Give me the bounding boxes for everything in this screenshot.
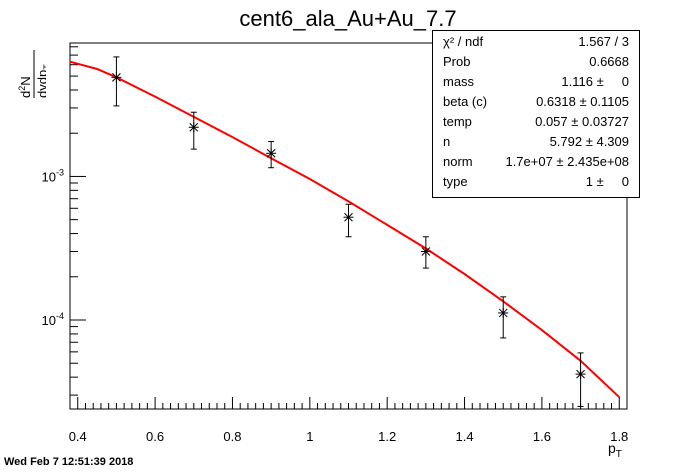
fit-stats-box: χ² / ndf 1.567 / 3 Prob 0.6668 mass 1.11… [432,30,640,198]
stat-name: χ² / ndf [443,34,484,49]
data-point-marker [420,246,431,257]
timestamp-footer: Wed Feb 7 12:51:39 2018 [4,456,134,468]
svg-text:d2N: d2N [17,76,33,98]
stat-value: 0.6668 [589,54,629,69]
stat-row-prob: Prob 0.6668 [433,54,639,74]
x-tick-label: 1.6 [533,429,551,444]
y-tick-label: 10-4 [42,311,64,328]
x-tick-label: 0.8 [223,429,241,444]
x-tick-label: 1 [306,429,313,444]
fit-curve-line [69,60,620,398]
stat-value: 1 ± 0 [585,174,629,189]
stat-name: beta (c) [443,94,488,109]
stat-value: 5.792 ± 4.309 [549,134,629,149]
data-point-marker [266,148,277,159]
stat-row-temp: temp 0.057 ± 0.03727 [433,114,639,134]
y-axis-label-graphic: d2N dydpT [17,50,52,98]
stat-row-n: n 5.792 ± 4.309 [433,134,639,154]
y-axis-label: d2N dydpT [4,40,52,103]
stat-value: 1.567 / 3 [578,34,629,49]
x-tick-label: 0.4 [69,429,87,444]
data-point-marker [188,122,199,133]
stat-row-type: type 1 ± 0 [433,174,639,194]
stat-name: norm [443,154,473,169]
y-tick-label: 10-3 [42,167,64,184]
stat-name: type [443,174,468,189]
stat-value: 1.116 ± 0 [561,74,629,89]
chart-title: cent6_ala_Au+Au_7.7 [239,6,457,31]
stat-row-norm: norm 1.7e+07 ± 2.435e+08 [433,154,639,174]
stat-value: 1.7e+07 ± 2.435e+08 [505,154,629,169]
svg-text:dydpT: dydpT [35,64,46,98]
x-axis-label: pT [608,440,622,460]
x-tick-label: 1.2 [378,429,396,444]
x-tick-label: 1.4 [456,429,474,444]
x-tick-label: 1.8 [610,429,628,444]
stat-name: Prob [443,54,471,69]
stat-value: 0.6318 ± 0.1105 [536,94,629,109]
x-tick-label: 0.6 [146,429,164,444]
stat-value: 0.057 ± 0.03727 [535,114,629,129]
data-point-marker [575,369,586,380]
stat-row-beta: beta (c) 0.6318 ± 0.1105 [433,94,639,114]
stat-name: temp [443,114,472,129]
stat-name: mass [443,74,475,89]
data-point-marker [111,72,122,83]
data-point-marker [343,212,354,223]
stat-row-mass: mass 1.116 ± 0 [433,74,639,94]
stat-name: n [443,134,451,149]
data-point-marker [498,307,509,318]
stat-row-chi2: χ² / ndf 1.567 / 3 [433,34,639,54]
